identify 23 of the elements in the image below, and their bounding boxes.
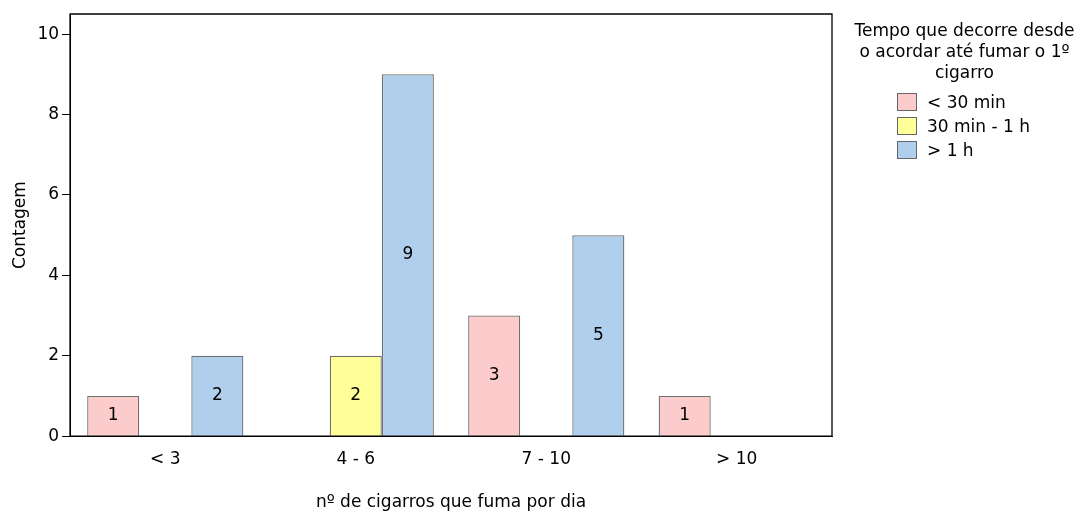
legend-label: < 30 min: [927, 92, 1006, 112]
x-tick-label: > 10: [716, 447, 758, 468]
y-tick-label: 2: [48, 344, 60, 365]
data-label: 2: [350, 384, 362, 405]
y-tick-label: 10: [37, 22, 60, 43]
x-axis-title: nº de cigarros que fuma por dia: [315, 491, 587, 512]
data-label: 9: [402, 243, 414, 264]
data-label: 1: [679, 404, 691, 425]
y-axis-title: Contagem: [8, 181, 29, 270]
data-label: 5: [592, 323, 604, 344]
y-tick-label: 8: [48, 102, 60, 123]
x-tick-label: < 3: [150, 447, 181, 468]
legend-label: > 1 h: [927, 140, 974, 160]
data-label: 3: [488, 364, 500, 385]
legend-title: Tempo que decorre desde o acordar até fumar o 1º cigarro: [853, 20, 1076, 83]
x-tick-label: 7 - 10: [521, 447, 571, 468]
y-tick-label: 6: [48, 183, 60, 204]
x-tick-label: 4 - 6: [336, 447, 376, 468]
y-tick-label: 0: [48, 424, 60, 445]
legend-label: 30 min - 1 h: [927, 116, 1031, 136]
data-label: 1: [107, 404, 119, 425]
y-tick-label: 4: [48, 263, 60, 284]
data-label: 2: [211, 384, 223, 405]
